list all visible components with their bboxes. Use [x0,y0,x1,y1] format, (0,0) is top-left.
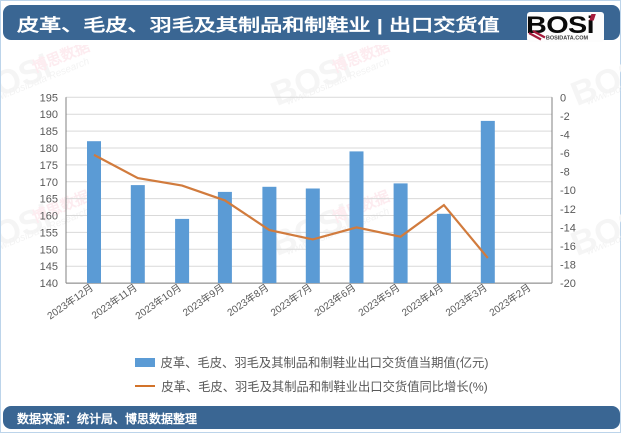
svg-text:2023年11月: 2023年11月 [89,281,140,322]
svg-text:145: 145 [40,261,58,273]
svg-text:2023年3月: 2023年3月 [443,281,490,319]
svg-text:180: 180 [40,143,58,155]
svg-text:BOSIDATA.COM: BOSIDATA.COM [546,36,589,42]
svg-text:2023年10月: 2023年10月 [133,281,184,322]
svg-text:-16: -16 [560,241,576,253]
svg-text:190: 190 [40,109,58,121]
svg-text:-4: -4 [560,130,570,142]
svg-text:-2: -2 [560,111,570,123]
svg-text:-18: -18 [560,260,576,272]
svg-text:-12: -12 [560,204,576,216]
svg-text:165: 165 [40,194,58,206]
svg-text:2023年7月: 2023年7月 [268,281,315,319]
svg-text:150: 150 [40,244,58,256]
svg-text:140: 140 [40,278,58,290]
svg-text:185: 185 [40,126,58,138]
svg-text:195: 195 [40,92,58,104]
svg-text:-8: -8 [560,167,570,179]
svg-text:2023年2月: 2023年2月 [487,281,534,319]
svg-text:-6: -6 [560,148,570,160]
svg-text:155: 155 [40,227,58,239]
svg-text:2023年9月: 2023年9月 [180,281,227,319]
svg-text:-20: -20 [560,278,576,290]
svg-text:2023年6月: 2023年6月 [312,281,359,319]
svg-text:175: 175 [40,160,58,172]
svg-text:0: 0 [560,92,566,104]
svg-text:160: 160 [40,211,58,223]
svg-text:170: 170 [40,177,58,189]
svg-text:-10: -10 [560,185,576,197]
svg-text:-14: -14 [560,222,576,234]
svg-text:2023年4月: 2023年4月 [399,281,446,319]
svg-text:2023年8月: 2023年8月 [224,281,271,319]
svg-text:2023年5月: 2023年5月 [356,281,403,319]
